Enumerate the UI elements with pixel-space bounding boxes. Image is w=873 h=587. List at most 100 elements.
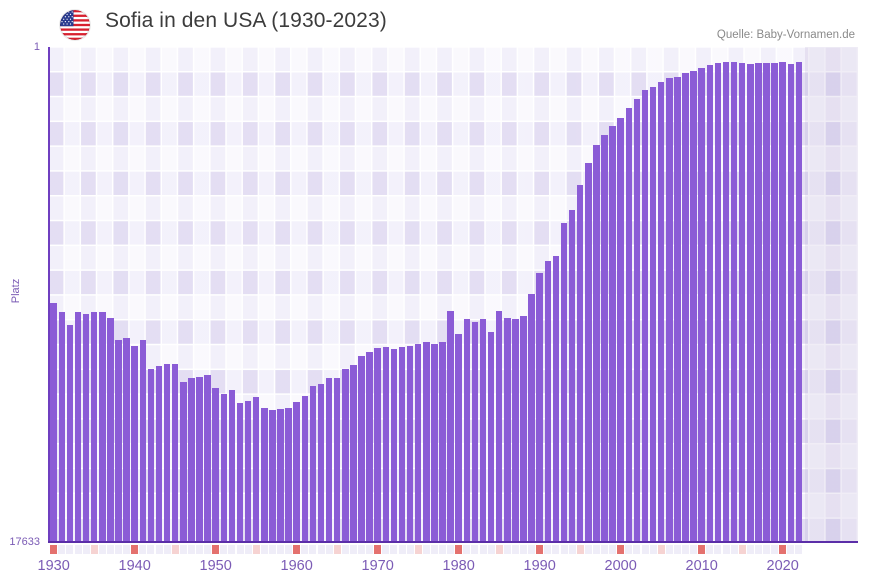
bar[interactable] [261,407,268,543]
bar[interactable] [455,333,462,543]
x-axis-year-marker [349,545,357,554]
bar[interactable] [74,311,82,543]
bar[interactable] [625,107,633,543]
bar[interactable] [115,340,122,543]
x-axis-year-marker [268,545,276,554]
bar[interactable] [188,377,195,543]
bar[interactable] [277,409,284,543]
bar[interactable] [107,318,114,543]
bar[interactable] [171,364,179,543]
bar[interactable] [374,347,381,543]
bar[interactable] [163,364,171,543]
x-axis-year-marker [746,545,754,554]
bar[interactable] [641,89,649,543]
bar[interactable] [447,311,454,543]
bar[interactable] [131,346,138,543]
bar[interactable] [722,61,730,543]
bar[interactable] [220,394,228,543]
bar[interactable] [244,400,252,543]
x-axis-year-marker [430,545,438,554]
bar[interactable] [487,332,495,543]
bar[interactable] [593,144,600,543]
bar[interactable] [212,388,219,543]
bar[interactable] [285,408,292,543]
bar[interactable] [471,321,479,543]
bar[interactable] [398,346,406,543]
bar[interactable] [657,81,665,543]
bar[interactable] [504,318,511,543]
bar[interactable] [495,311,503,543]
bar[interactable] [649,86,657,543]
bar[interactable] [601,134,608,543]
bar[interactable] [333,377,341,543]
bar[interactable] [309,386,317,543]
bar[interactable] [382,346,390,543]
bar[interactable] [698,68,705,543]
bar[interactable] [293,401,300,543]
bar[interactable] [342,368,349,543]
bar[interactable] [269,409,276,543]
bar[interactable] [236,403,244,543]
bar[interactable] [90,311,98,543]
bar[interactable] [576,184,584,543]
bar[interactable] [609,125,616,543]
bar[interactable] [771,62,778,543]
bar[interactable] [58,311,66,543]
bar[interactable] [463,319,471,543]
bar[interactable] [406,345,414,543]
bar[interactable] [180,381,187,543]
bar[interactable] [738,62,746,543]
bar[interactable] [568,209,576,543]
bar[interactable] [99,311,106,543]
bar[interactable] [520,316,527,543]
bar[interactable] [779,62,786,543]
bar[interactable] [252,397,260,543]
bar[interactable] [690,70,697,543]
bar[interactable] [204,374,211,543]
bar[interactable] [730,62,738,543]
bar[interactable] [674,76,681,543]
bar[interactable] [747,63,754,543]
bar[interactable] [666,77,673,543]
bar[interactable] [228,390,236,543]
bar[interactable] [755,62,762,543]
bar[interactable] [350,364,357,543]
bar[interactable] [66,324,74,543]
bar[interactable] [196,376,203,543]
bar[interactable] [617,117,624,543]
bar[interactable] [139,340,147,543]
bar[interactable] [155,366,163,543]
bar[interactable] [552,255,560,543]
bar[interactable] [50,302,57,543]
bar[interactable] [431,344,438,543]
bar[interactable] [82,314,90,543]
bar[interactable] [414,344,422,543]
bar[interactable] [585,162,592,543]
bar[interactable] [325,378,333,543]
bar[interactable] [633,99,641,543]
bar[interactable] [358,355,365,543]
bar[interactable] [123,337,130,543]
bar[interactable] [682,72,689,543]
x-axis-year-marker [244,545,252,554]
bar[interactable] [706,64,714,543]
bar[interactable] [787,64,795,543]
bar[interactable] [479,319,487,543]
bar[interactable] [366,351,373,543]
bar[interactable] [439,341,446,543]
bar[interactable] [423,341,430,543]
bar[interactable] [536,273,543,543]
bar[interactable] [763,62,770,543]
bar[interactable] [544,260,552,543]
x-axis-year-marker [106,545,114,554]
bar[interactable] [714,63,722,543]
x-axis-year-marker [309,545,317,554]
bar[interactable] [390,348,398,543]
bar[interactable] [528,293,535,543]
bar[interactable] [317,383,325,543]
bar[interactable] [795,62,803,543]
bar[interactable] [301,396,309,543]
bar[interactable] [512,319,519,543]
bar[interactable] [560,223,568,543]
bar[interactable] [147,368,155,543]
